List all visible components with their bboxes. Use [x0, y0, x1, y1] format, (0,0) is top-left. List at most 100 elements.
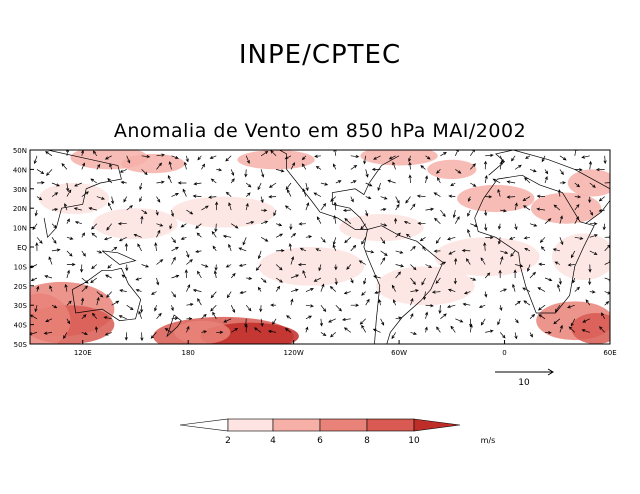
- wind-vector: [408, 161, 412, 170]
- wind-vector: [380, 257, 386, 265]
- wind-vector: [180, 236, 187, 240]
- wind-vector: [171, 155, 179, 159]
- wind-vector: [320, 237, 326, 243]
- wind-vector: [45, 318, 53, 322]
- wind-vector: [141, 154, 151, 159]
- chart-title: Anomalia de Vento em 850 hPa MAI/2002: [113, 120, 527, 142]
- wind-vector: [380, 207, 387, 212]
- wind-vector: [332, 244, 337, 252]
- wind-vector: [286, 188, 292, 197]
- wind-vector: [391, 284, 396, 292]
- wind-vector: [121, 274, 127, 279]
- wind-vector: [514, 223, 518, 231]
- wind-vector: [302, 188, 307, 197]
- wind-vector: [225, 191, 232, 197]
- wind-vector: [140, 215, 144, 224]
- wind-vector: [395, 271, 402, 279]
- anomaly-shade-19: [376, 266, 475, 306]
- wind-vector: [261, 208, 268, 212]
- wind-vector: [284, 155, 292, 160]
- wind-vector: [499, 160, 503, 170]
- wind-vector: [209, 155, 217, 159]
- wind-vector: [425, 207, 435, 211]
- colorbar-segment-5: [413, 418, 461, 432]
- wind-vector: [186, 317, 193, 321]
- wind-vector: [514, 164, 522, 170]
- wind-vector: [405, 196, 411, 204]
- wind-vector: [34, 305, 38, 313]
- wind-vector: [440, 209, 446, 218]
- wind-vector: [245, 155, 250, 164]
- wind-vector: [358, 260, 366, 265]
- wind-vector: [226, 291, 232, 299]
- wind-vector: [286, 315, 292, 320]
- wind-vector: [96, 296, 100, 306]
- wind-vector: [126, 205, 133, 211]
- wind-vector: [373, 275, 381, 279]
- wind-vector: [361, 237, 366, 245]
- wind-vector: [320, 283, 325, 292]
- wind-vector: [343, 327, 352, 333]
- wind-vector: [290, 162, 295, 170]
- wind-vector: [30, 277, 38, 282]
- wind-vector: [141, 209, 148, 215]
- wind-vector: [96, 291, 104, 298]
- wind-vector: [515, 264, 524, 268]
- wind-vector: [246, 221, 255, 225]
- wind-vector: [424, 175, 429, 184]
- wind-vector: [260, 220, 269, 225]
- wind-vector: [359, 318, 366, 325]
- wind-vector: [33, 155, 38, 165]
- wind-vector: [393, 217, 398, 224]
- wind-vector: [574, 286, 580, 292]
- wind-vector: [585, 299, 591, 306]
- wind-vector: [156, 180, 165, 184]
- wind-vector: [267, 329, 277, 334]
- wind-vector: [538, 314, 546, 320]
- wind-vector: [480, 318, 486, 326]
- wind-vector: [225, 264, 232, 268]
- wind-vector: [81, 162, 86, 170]
- wind-vector: [421, 277, 426, 286]
- anomaly-shade-15: [567, 169, 610, 197]
- wind-vector: [208, 195, 217, 199]
- wind-vector: [453, 278, 457, 285]
- wind-vector: [374, 290, 381, 295]
- wind-vector: [335, 180, 342, 184]
- wind-vector: [525, 155, 531, 159]
- wind-vector: [604, 180, 610, 185]
- wind-vector: [463, 291, 471, 295]
- wind-vector: [81, 277, 89, 284]
- wind-vector: [305, 326, 309, 333]
- wind-vector: [410, 297, 414, 306]
- wind-vector: [51, 248, 61, 252]
- wind-vector: [44, 275, 53, 279]
- wind-vector: [450, 182, 456, 187]
- wind-vector: [454, 216, 460, 224]
- wind-vector: [395, 232, 401, 238]
- wind-vector: [506, 195, 516, 199]
- wind-vector: [361, 291, 366, 296]
- wind-vector: [79, 264, 84, 273]
- wind-vector: [253, 327, 262, 333]
- wind-vector: [80, 297, 85, 306]
- wind-vector: [104, 332, 112, 336]
- wind-vector: [305, 288, 314, 292]
- wind-vector: [66, 250, 73, 257]
- wind-vector: [452, 210, 456, 219]
- wind-vector: [212, 245, 217, 252]
- wind-vector: [63, 332, 68, 339]
- wind-vector: [305, 315, 312, 320]
- wind-vector: [270, 150, 277, 157]
- wind-vector: [448, 250, 456, 255]
- wind-vector: [526, 264, 531, 272]
- wind-vector: [214, 264, 218, 272]
- wind-vector: [492, 178, 501, 184]
- wind-vector: [197, 155, 202, 161]
- wind-vector: [574, 195, 582, 199]
- wind-vector: [435, 277, 441, 284]
- wind-vector: [434, 217, 441, 224]
- wind-vector: [572, 277, 576, 284]
- wind-vector: [245, 202, 249, 211]
- wind-vector: [171, 256, 176, 265]
